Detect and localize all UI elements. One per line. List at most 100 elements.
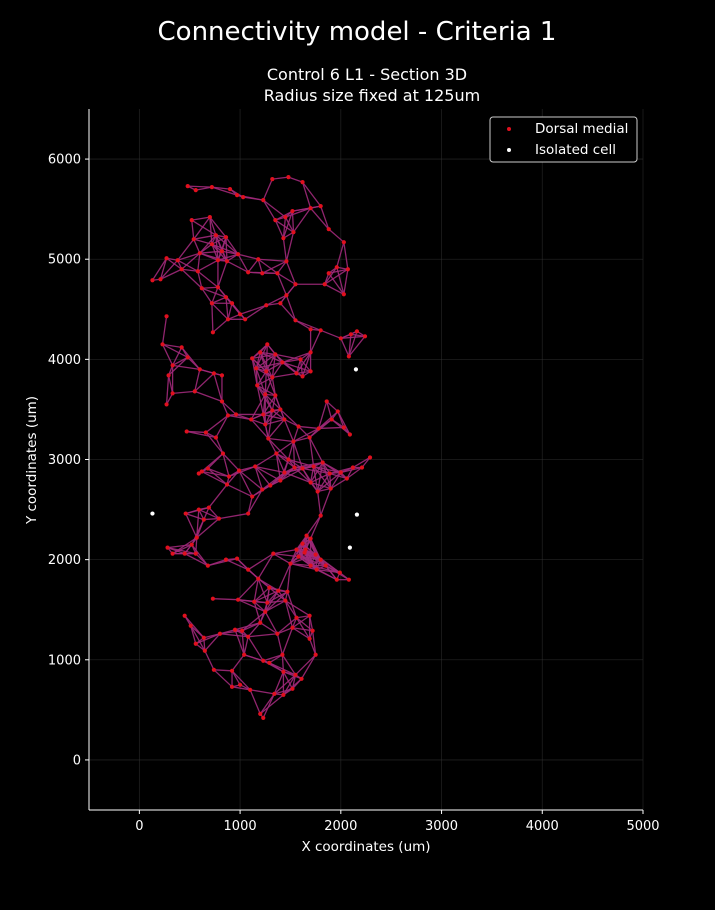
edge — [238, 470, 253, 497]
point-dorsal-medial — [347, 432, 352, 437]
edge — [221, 401, 229, 416]
edge — [285, 207, 311, 218]
point-dorsal-medial — [282, 417, 287, 422]
y-tick-label: 2000 — [48, 553, 81, 568]
edge — [185, 512, 205, 521]
edge — [262, 693, 275, 719]
edge — [272, 176, 289, 180]
edge — [264, 394, 273, 411]
point-dorsal-medial — [165, 545, 170, 550]
edge — [295, 319, 321, 331]
point-dorsal-medial — [170, 363, 175, 368]
edge — [212, 598, 239, 601]
point-dorsal-medial — [326, 271, 331, 276]
point-dorsal-medial — [229, 684, 235, 689]
edge — [318, 426, 344, 430]
edge — [159, 258, 168, 280]
edge — [215, 234, 239, 255]
point-dorsal-medial — [341, 425, 346, 430]
edge — [237, 599, 266, 613]
legend-label-isolated-cell: Isolated cell — [535, 142, 616, 158]
edge — [194, 369, 201, 392]
edge — [226, 483, 253, 498]
point-dorsal-medial — [194, 535, 199, 540]
point-dorsal-medial — [300, 180, 305, 185]
point-dorsal-medial — [263, 392, 268, 397]
edge — [256, 384, 276, 396]
point-dorsal-medial — [313, 652, 318, 657]
edge — [275, 353, 301, 360]
point-dorsal-medial — [337, 570, 342, 575]
point-dorsal-medial — [293, 318, 298, 323]
point-dorsal-medial — [275, 631, 280, 636]
point-dorsal-medial — [263, 422, 268, 427]
edge — [226, 260, 249, 273]
edge — [253, 590, 279, 603]
point-dorsal-medial — [294, 615, 299, 620]
point-dorsal-medial — [293, 672, 298, 677]
edge — [231, 670, 251, 691]
edge — [207, 467, 230, 478]
edge — [187, 356, 201, 370]
edge — [167, 375, 174, 394]
edge — [247, 622, 261, 638]
edge — [207, 558, 238, 567]
point-dorsal-medial — [170, 391, 175, 396]
edge — [295, 654, 317, 676]
edge — [264, 590, 279, 613]
edge — [330, 477, 348, 490]
point-dorsal-medial — [304, 533, 309, 538]
edge — [259, 693, 275, 715]
point-dorsal-medial — [188, 623, 193, 628]
point-isolated-cell — [347, 545, 352, 550]
edge — [247, 553, 274, 571]
point-dorsal-medial — [280, 360, 285, 365]
legend-marker-dorsal-medial — [507, 127, 511, 131]
edge — [203, 507, 210, 520]
edge — [281, 654, 297, 676]
point-dorsal-medial — [250, 494, 255, 499]
edge — [162, 343, 189, 358]
point-dorsal-medial — [344, 476, 349, 481]
point-dorsal-medial — [284, 259, 289, 264]
edge — [285, 600, 310, 617]
point-dorsal-medial — [273, 393, 278, 398]
edge — [279, 302, 296, 321]
edge — [264, 377, 273, 395]
edge — [256, 361, 283, 370]
edge — [215, 235, 219, 261]
edge — [234, 629, 245, 655]
edge — [253, 601, 261, 623]
edge — [264, 600, 286, 613]
edge — [222, 453, 230, 477]
edge — [151, 257, 168, 281]
point-dorsal-medial — [362, 334, 368, 339]
y-tick-label: 3000 — [48, 453, 81, 468]
point-dorsal-medial — [227, 187, 233, 192]
edge — [226, 470, 240, 485]
edge — [167, 543, 192, 549]
edge — [299, 359, 304, 377]
point-dorsal-medial — [348, 332, 353, 337]
point-dorsal-medial — [281, 692, 286, 697]
edge — [277, 272, 296, 285]
point-dorsal-medial — [205, 563, 210, 568]
edge — [162, 343, 182, 348]
point-dorsal-medial — [213, 233, 219, 238]
edge — [221, 400, 237, 415]
edge — [324, 268, 349, 285]
edge — [282, 674, 297, 696]
edge — [275, 452, 295, 469]
point-dorsal-medial — [271, 551, 276, 556]
edge — [234, 629, 249, 638]
point-dorsal-medial — [292, 465, 297, 470]
edge — [317, 491, 322, 516]
edge — [237, 253, 259, 260]
edge — [207, 453, 224, 469]
legend-label-dorsal-medial: Dorsal medial — [535, 121, 628, 137]
edge — [320, 488, 332, 516]
edge — [276, 633, 284, 655]
edge — [254, 466, 271, 486]
y-tick-label: 0 — [73, 753, 81, 768]
edge — [291, 211, 295, 233]
